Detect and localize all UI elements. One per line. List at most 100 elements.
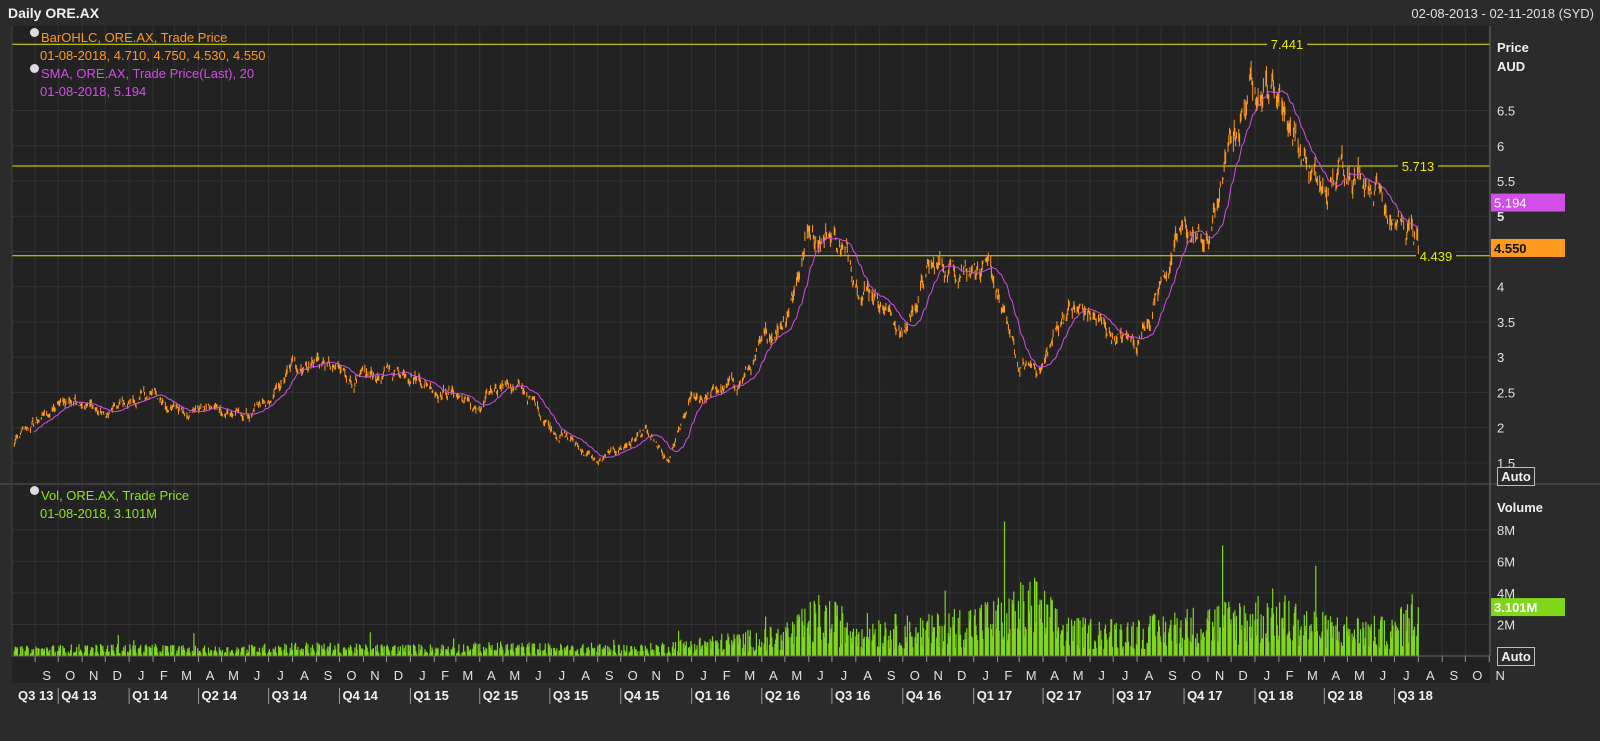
- month-label: F: [1286, 668, 1294, 683]
- month-label: J: [419, 668, 426, 683]
- date-range: 02-08-2013 - 02-11-2018 (SYD): [1411, 6, 1594, 21]
- month-label: D: [1238, 668, 1247, 683]
- month-label: D: [394, 668, 403, 683]
- month-label: F: [441, 668, 449, 683]
- month-label: J: [535, 668, 542, 683]
- month-label: A: [1050, 668, 1059, 683]
- month-label: D: [957, 668, 966, 683]
- month-label: J: [982, 668, 989, 683]
- month-label: S: [887, 668, 896, 683]
- month-label: A: [581, 668, 590, 683]
- legend-toggle-icon[interactable]: [30, 486, 39, 495]
- month-label: J: [1098, 668, 1105, 683]
- month-label: N: [370, 668, 379, 683]
- quarter-label: Q3 16: [835, 688, 870, 703]
- legend-sma-values: 01-08-2018, 5.194: [40, 84, 147, 99]
- legend-vol-values: 01-08-2018, 3.101M: [40, 506, 158, 521]
- quarter-label: Q2 14: [201, 688, 237, 703]
- quarter-label: Q2 15: [483, 688, 518, 703]
- month-label: O: [628, 668, 638, 683]
- sma-last-marker: [1491, 193, 1565, 212]
- reference-label-bg: [1416, 247, 1456, 263]
- chart-title: Daily ORE.AX: [8, 5, 100, 21]
- volume-tick-label: 4M: [1497, 586, 1515, 601]
- month-label: J: [1403, 668, 1410, 683]
- reference-label: 7.441: [1271, 37, 1304, 52]
- month-label: N: [1215, 668, 1224, 683]
- volume-tick-label: 6M: [1497, 554, 1515, 569]
- legend-toggle-icon[interactable]: [30, 28, 39, 37]
- month-label: M: [228, 668, 239, 683]
- month-label: M: [791, 668, 802, 683]
- quarter-label: Q1 14: [132, 688, 168, 703]
- quarter-label: Q2 18: [1327, 688, 1362, 703]
- auto-scale-price-button[interactable]: Auto: [1497, 467, 1535, 486]
- quarter-label: Q1 15: [413, 688, 448, 703]
- y-axis-unit: AUD: [1497, 59, 1525, 74]
- quarter-label: Q2 17: [1046, 688, 1081, 703]
- quarter-label: Q1 16: [695, 688, 730, 703]
- month-label: M: [744, 668, 755, 683]
- month-label: M: [181, 668, 192, 683]
- month-label: J: [1380, 668, 1387, 683]
- month-label: O: [910, 668, 920, 683]
- month-label: J: [254, 668, 261, 683]
- month-label: A: [300, 668, 309, 683]
- month-label: A: [1426, 668, 1435, 683]
- legend-sma-name: SMA, ORE.AX, Trade Price(Last), 20: [41, 66, 255, 81]
- quarter-label: Q4 13: [61, 688, 96, 703]
- quarter-label: Q3 15: [553, 688, 588, 703]
- auto-scale-volume-button[interactable]: Auto: [1497, 647, 1535, 666]
- reference-label: 4.439: [1420, 249, 1453, 264]
- volume-tick-label: 2M: [1497, 617, 1515, 632]
- sma-last-label: 5.194: [1494, 196, 1527, 211]
- quarter-label: Q2 16: [765, 688, 800, 703]
- month-label: M: [1073, 668, 1084, 683]
- volume-axis-title: Volume: [1497, 500, 1543, 515]
- month-label: O: [346, 668, 356, 683]
- month-label: M: [509, 668, 520, 683]
- reference-label: 5.713: [1402, 159, 1435, 174]
- month-label: J: [700, 668, 707, 683]
- legend-toggle-icon[interactable]: [30, 64, 39, 73]
- plot-background: [12, 26, 1490, 683]
- y-tick-label: 4: [1497, 280, 1504, 295]
- horizontal-lines: 7.441 5.713 4.439: [12, 36, 1490, 264]
- month-label: S: [324, 668, 333, 683]
- month-label: A: [487, 668, 496, 683]
- quarter-label: Q4 17: [1187, 688, 1222, 703]
- quarter-label: Q4 16: [906, 688, 941, 703]
- y-tick-label: 6: [1497, 139, 1504, 154]
- month-label: S: [1449, 668, 1458, 683]
- legend-price: BarOHLC, ORE.AX, Trade Price 01-08-2018,…: [30, 28, 266, 101]
- month-label: F: [1004, 668, 1012, 683]
- month-label: A: [863, 668, 872, 683]
- month-label: J: [1264, 668, 1271, 683]
- quarter-label: Q3 18: [1397, 688, 1432, 703]
- legend-vol-name: Vol, ORE.AX, Trade Price: [41, 488, 190, 503]
- reference-label-bg: [1267, 36, 1307, 52]
- month-label: F: [160, 668, 168, 683]
- volume-last-marker: [1491, 598, 1565, 617]
- y-tick-label: 5.5: [1497, 174, 1515, 189]
- price-last-label: 4.550: [1494, 241, 1527, 256]
- month-label: A: [1332, 668, 1341, 683]
- y-tick-label: 2: [1497, 421, 1504, 436]
- volume-last-label: 3.101M: [1494, 600, 1537, 615]
- month-label: D: [112, 668, 121, 683]
- price-last-marker: [1491, 238, 1565, 257]
- last-value-markers: 5.194 4.550 3.101M: [1491, 193, 1565, 617]
- month-label: N: [934, 668, 943, 683]
- month-label: J: [277, 668, 284, 683]
- y-tick-label: 2.5: [1497, 385, 1515, 400]
- month-label: O: [1191, 668, 1201, 683]
- month-label: A: [769, 668, 778, 683]
- month-label: M: [462, 668, 473, 683]
- y-tick-label: 3: [1497, 350, 1504, 365]
- month-label: N: [89, 668, 98, 683]
- quarter-label: Q3 14: [272, 688, 308, 703]
- y-tick-label: 5: [1497, 209, 1504, 224]
- month-label: S: [42, 668, 51, 683]
